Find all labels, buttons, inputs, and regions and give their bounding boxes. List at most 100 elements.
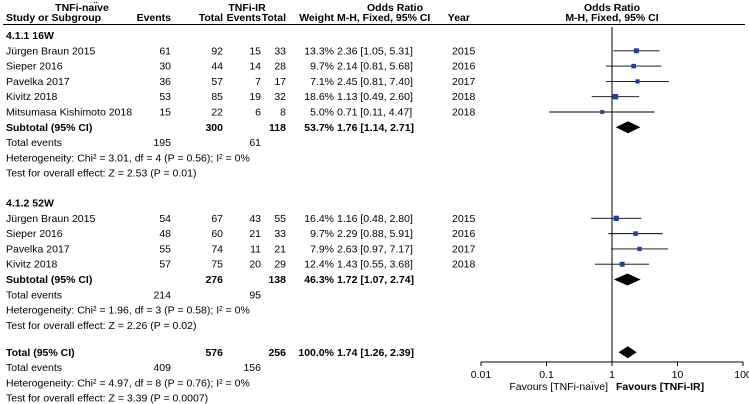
heterogeneity-text: Heterogeneity: Chi² = 1.96, df = 3 (P = … <box>6 305 250 317</box>
study-n2: 21 <box>274 243 286 255</box>
overall-test-text: Test for overall effect: Z = 3.39 (P = 0… <box>6 393 208 404</box>
study-year: 2015 <box>452 213 476 225</box>
header-plot-method: M-H, Fixed, 95% CI <box>565 12 658 24</box>
study-weight: 7.9% <box>310 243 334 255</box>
study-weight: 16.4% <box>304 213 334 225</box>
header-plot-title: Odds Ratio <box>584 2 640 14</box>
study-weight: 5.0% <box>310 107 334 119</box>
study-weight: 12.4% <box>304 259 334 271</box>
study-n2: 33 <box>274 45 286 57</box>
study-ci-text: 0.71 [0.11, 4.47] <box>337 107 412 119</box>
study-name: Pavelka 2017 <box>6 243 70 255</box>
study-year: 2018 <box>452 259 476 271</box>
header-group1: TNFi-naı̈ve <box>55 1 109 14</box>
study-n1: 75 <box>211 259 223 271</box>
study-e2: 43 <box>249 213 261 225</box>
study-ci-text: 2.29 [0.88, 5.91] <box>337 228 413 240</box>
header-or-method: M-H, Fixed, 95% CI <box>337 12 430 24</box>
study-name: Sieper 2016 <box>6 228 63 240</box>
study-e1: 15 <box>159 107 171 119</box>
x-tick-label: 100 <box>734 369 749 381</box>
overall-total-events-label: Total events <box>6 362 62 374</box>
study-e1: 48 <box>159 228 171 240</box>
study-n2: 55 <box>274 213 286 225</box>
study-marker <box>635 79 640 84</box>
subtotal-total-1: 300 <box>205 122 223 134</box>
subtotal-weight: 46.3% <box>304 274 334 286</box>
study-e1: 36 <box>159 76 171 88</box>
study-e1: 57 <box>159 259 171 271</box>
study-n1: 92 <box>211 45 223 57</box>
study-weight: 7.1% <box>310 76 334 88</box>
study-n2: 29 <box>274 259 286 271</box>
x-tick-label: 0.1 <box>539 369 554 381</box>
study-name: Jürgen Braun 2015 <box>6 213 95 225</box>
study-year: 2018 <box>452 91 476 103</box>
study-marker <box>633 231 638 236</box>
x-tick-label: 0.01 <box>471 369 492 381</box>
x-tick-label: 1 <box>609 369 615 381</box>
study-marker <box>612 93 619 100</box>
study-name: Pavelka 2017 <box>6 76 70 88</box>
total-weight: 100.0% <box>298 347 334 359</box>
study-marker <box>613 215 619 221</box>
study-ci-text: 2.45 [0.81, 7.40] <box>337 76 413 88</box>
study-n1: 22 <box>211 107 223 119</box>
heterogeneity-text: Heterogeneity: Chi² = 3.01, df = 4 (P = … <box>6 152 250 164</box>
study-weight: 13.3% <box>304 45 334 57</box>
study-n2: 32 <box>274 91 286 103</box>
study-ci-text: 2.63 [0.97, 7.17] <box>337 243 413 255</box>
study-year: 2018 <box>452 107 476 119</box>
study-e2: 15 <box>249 45 261 57</box>
subtotal-diamond <box>613 273 641 286</box>
overall-effect-text: Test for overall effect: Z = 2.53 (P = 0… <box>6 168 196 180</box>
study-marker <box>637 246 642 252</box>
study-weight: 9.7% <box>310 61 334 73</box>
subtotal-label: Subtotal (95% CI) <box>6 122 92 134</box>
subgroup-label: 4.1.2 52W <box>6 198 54 210</box>
total-events-label: Total events <box>6 137 62 149</box>
study-n1: 44 <box>211 61 223 73</box>
study-e2: 6 <box>255 107 261 119</box>
study-n1: 85 <box>211 91 223 103</box>
study-e2: 20 <box>249 259 261 271</box>
header-events-2: Events <box>227 12 262 24</box>
study-n2: 8 <box>280 107 286 119</box>
study-e1: 55 <box>159 243 171 255</box>
study-n2: 17 <box>274 76 286 88</box>
study-year: 2017 <box>452 243 476 255</box>
study-e1: 30 <box>159 61 171 73</box>
total-events-1: 195 <box>153 137 171 149</box>
study-n2: 28 <box>274 61 286 73</box>
study-ci-text: 2.14 [0.81, 5.68] <box>337 61 413 73</box>
total-ci-text: 1.74 [1.26, 2.39] <box>337 347 414 359</box>
header-events-1: Events <box>137 12 172 24</box>
overall-heterogeneity-text: Heterogeneity: Chi² = 4.97, df = 8 (P = … <box>6 377 250 389</box>
study-e2: 14 <box>249 61 261 73</box>
study-e1: 54 <box>159 213 171 225</box>
header-total-2: Total <box>262 12 286 24</box>
study-ci-text: 1.16 [0.48, 2.80] <box>337 213 413 225</box>
study-n1: 57 <box>211 76 223 88</box>
total-events-2: 61 <box>249 137 261 149</box>
study-year: 2016 <box>452 61 476 73</box>
subtotal-total-2: 138 <box>268 274 286 286</box>
study-name: Kivitz 2018 <box>6 259 58 271</box>
study-ci-text: 1.13 [0.49, 2.60] <box>337 91 413 103</box>
header-weight: Weight <box>299 12 334 24</box>
header-year: Year <box>448 12 470 24</box>
study-year: 2017 <box>452 76 476 88</box>
study-name: Jürgen Braun 2015 <box>6 45 95 57</box>
study-name: Sieper 2016 <box>6 61 63 73</box>
study-n1: 67 <box>211 213 223 225</box>
subtotal-label: Subtotal (95% CI) <box>6 274 92 286</box>
study-e2: 7 <box>255 76 261 88</box>
study-marker <box>600 110 605 114</box>
x-tick-label: 10 <box>672 369 684 381</box>
study-n2: 33 <box>274 228 286 240</box>
header-study: Study or Subgroup <box>6 12 101 24</box>
total-total-2: 256 <box>268 347 286 359</box>
subtotal-total-1: 276 <box>205 274 223 286</box>
study-e2: 19 <box>249 91 261 103</box>
